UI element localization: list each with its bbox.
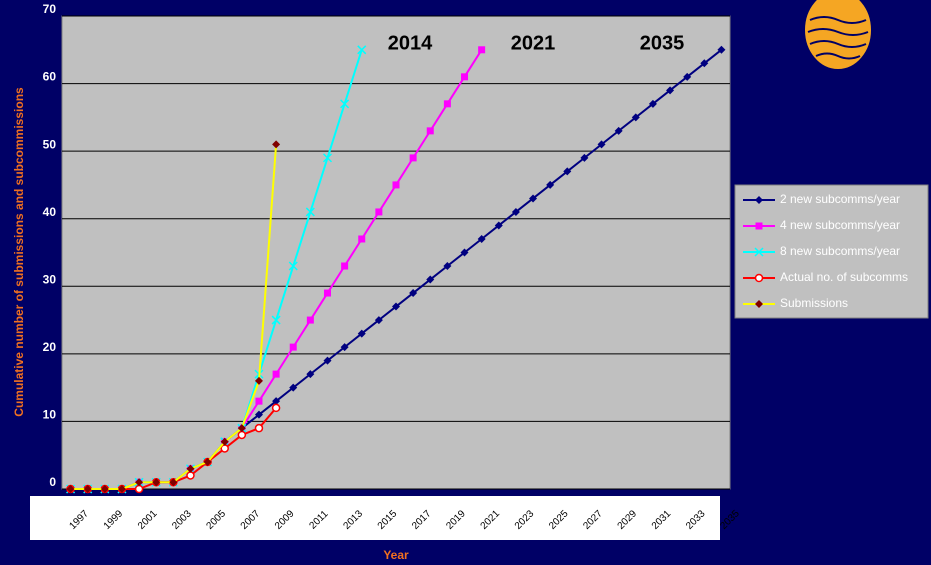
annotation: 2014	[388, 32, 433, 54]
marker	[272, 140, 281, 149]
marker	[426, 275, 435, 284]
plot-area	[61, 15, 731, 490]
marker	[700, 59, 709, 68]
marker	[683, 72, 692, 81]
marker	[755, 300, 763, 308]
legend-label: 8 new subcomms/year	[780, 244, 900, 258]
marker	[443, 100, 451, 108]
marker	[754, 247, 764, 257]
y-tick-label: 30	[43, 272, 57, 286]
marker	[306, 316, 314, 324]
marker	[83, 485, 92, 493]
marker	[100, 485, 109, 493]
marker	[375, 208, 383, 216]
marker	[374, 316, 383, 325]
marker	[409, 154, 417, 162]
marker	[358, 235, 366, 243]
marker	[289, 343, 297, 351]
marker	[443, 262, 452, 271]
marker	[341, 262, 349, 270]
marker	[614, 126, 623, 135]
marker	[546, 180, 555, 189]
marker	[117, 485, 126, 493]
marker	[648, 99, 657, 108]
marker	[220, 437, 229, 446]
marker	[322, 153, 333, 163]
marker	[392, 181, 400, 189]
marker	[323, 356, 332, 365]
marker	[271, 403, 281, 413]
legend-label: Actual no. of subcomms	[780, 270, 908, 284]
y-tick-label: 60	[43, 70, 57, 84]
marker	[169, 478, 178, 487]
marker	[254, 410, 263, 419]
marker	[580, 153, 589, 162]
y-tick-label: 70	[43, 2, 57, 16]
marker	[357, 45, 367, 55]
y-tick-label: 40	[43, 205, 57, 219]
marker	[631, 113, 640, 122]
legend-label: 4 new subcomms/year	[780, 218, 900, 232]
marker	[511, 207, 520, 216]
annotation: 2021	[511, 32, 556, 54]
marker	[305, 207, 315, 217]
marker	[254, 423, 264, 433]
marker	[357, 329, 366, 338]
y-tick-label: 0	[49, 475, 56, 489]
marker	[237, 430, 247, 440]
x-label-band	[30, 496, 720, 540]
marker	[666, 86, 675, 95]
legend-label: Submissions	[780, 296, 848, 310]
marker	[254, 376, 263, 385]
marker	[717, 45, 726, 54]
legend-label: 2 new subcomms/year	[780, 192, 900, 206]
marker	[755, 196, 763, 204]
marker	[152, 478, 161, 487]
marker	[186, 464, 195, 473]
marker	[272, 370, 280, 378]
marker	[271, 315, 281, 325]
logo	[803, 0, 873, 71]
marker	[754, 273, 764, 283]
y-tick-label: 50	[43, 137, 57, 151]
marker	[529, 194, 538, 203]
x-axis-title: Year	[383, 548, 409, 562]
y-tick-label: 10	[43, 408, 57, 422]
marker	[203, 457, 212, 466]
marker	[755, 222, 763, 230]
marker	[135, 478, 144, 487]
marker	[255, 397, 263, 405]
marker	[477, 234, 486, 243]
marker	[392, 302, 400, 311]
marker	[478, 46, 486, 54]
marker	[288, 261, 298, 271]
series	[66, 140, 281, 493]
marker	[494, 221, 503, 230]
marker	[461, 73, 469, 81]
marker	[460, 248, 469, 257]
marker	[66, 485, 75, 493]
marker	[134, 484, 144, 494]
marker	[340, 99, 350, 109]
marker	[409, 289, 418, 298]
marker	[563, 167, 572, 176]
marker	[426, 127, 434, 135]
marker	[289, 383, 298, 392]
marker	[186, 471, 195, 480]
marker	[323, 289, 331, 297]
marker	[597, 140, 606, 149]
y-tick-label: 20	[43, 340, 57, 354]
annotation: 2035	[640, 32, 685, 54]
marker	[272, 397, 281, 406]
marker	[237, 424, 246, 433]
marker	[340, 343, 349, 352]
marker	[306, 370, 315, 379]
y-axis-title: Cumulative number of submissions and sub…	[12, 87, 26, 417]
